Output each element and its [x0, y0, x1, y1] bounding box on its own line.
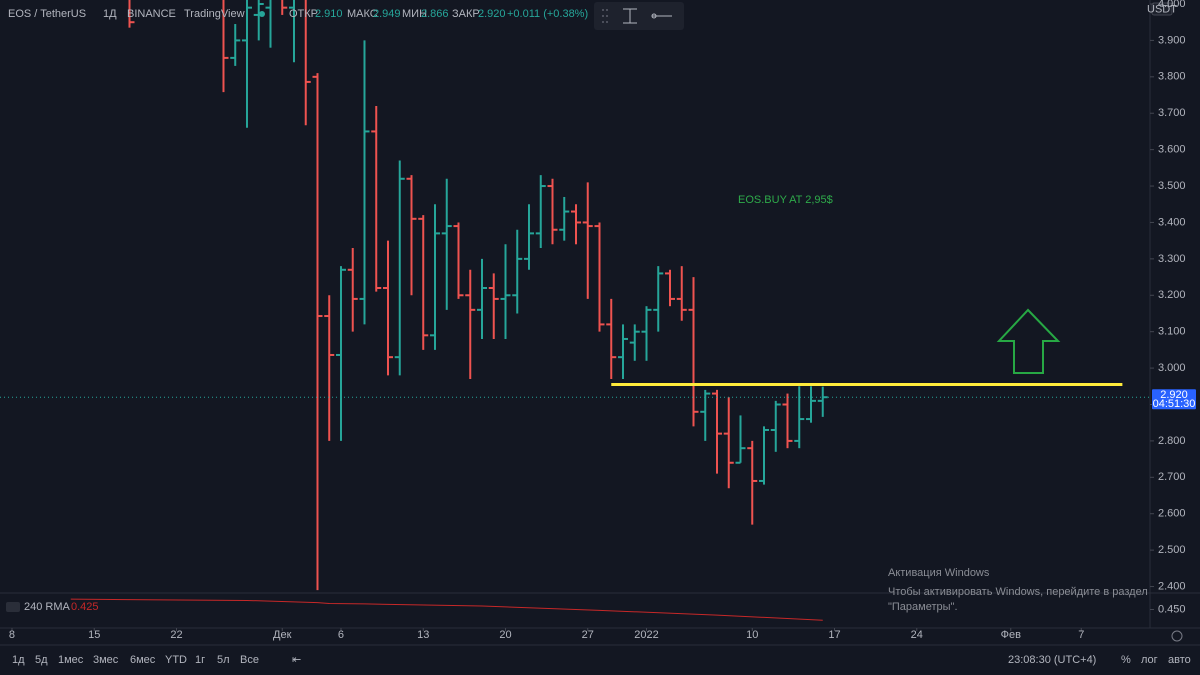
x-tick-label: 27 — [582, 629, 594, 641]
low-label: МИН — [402, 8, 427, 20]
annotation: EOS.BUY AT 2,95$ — [738, 194, 833, 206]
symbol: EOS / TetherUS — [8, 8, 86, 20]
y-tick-label: 3.800 — [1158, 71, 1186, 83]
x-tick-label: 15 — [88, 629, 100, 641]
x-tick-label: 6 — [338, 629, 344, 641]
exchange: BINANCE — [127, 8, 176, 20]
x-tick-label: 22 — [170, 629, 182, 641]
y-tick-label: 3.400 — [1158, 216, 1186, 228]
plot-area — [128, 0, 828, 591]
close-label: ЗАКР — [452, 8, 480, 20]
currency: USDT — [1147, 3, 1177, 15]
last-price-label: 2.920 — [1160, 389, 1188, 401]
up-arrow-drawing — [996, 308, 1061, 374]
y-tick-label: 3.500 — [1158, 180, 1186, 192]
measure-icon[interactable] — [623, 8, 637, 24]
clock: 23:08:30 (UTC+4) — [1008, 654, 1096, 666]
y-tick-label: 0.450 — [1158, 603, 1186, 615]
drag-handle — [602, 9, 608, 23]
timeframe-button[interactable]: 5д — [35, 654, 48, 666]
open-value: 2.910 — [315, 8, 343, 20]
indicator-icon — [6, 602, 20, 612]
status-dot — [259, 11, 265, 17]
x-tick-label: Дек — [273, 629, 292, 641]
x-tick-label: Фев — [1001, 629, 1021, 641]
y-tick-label: 3.700 — [1158, 107, 1186, 119]
currency-box — [1151, 2, 1173, 16]
y-tick-label: 2.400 — [1158, 580, 1186, 592]
watermark-line: "Параметры". — [888, 601, 958, 613]
y-tick-label: 3.000 — [1158, 362, 1186, 374]
last-price-box — [1152, 389, 1196, 410]
x-tick-label: 7 — [1078, 629, 1084, 641]
indicator-name: 240 RMA — [24, 601, 71, 613]
source: TradingView — [184, 8, 245, 20]
timeframe-button[interactable]: YTD — [165, 654, 187, 666]
y-tick-label: 3.100 — [1158, 326, 1186, 338]
x-tick-label: 20 — [499, 629, 511, 641]
y-tick-label: 2.600 — [1158, 508, 1186, 520]
interval: 1Д — [103, 8, 117, 20]
timeframe-button[interactable]: 1д — [12, 654, 25, 666]
open-label: ОТКР — [289, 8, 318, 20]
y-tick-label: 3.900 — [1158, 34, 1186, 46]
percent-toggle[interactable]: % — [1121, 654, 1131, 666]
x-tick-label: 24 — [911, 629, 923, 641]
calendar-icon[interactable]: ⇤ — [292, 654, 301, 666]
x-tick-label: 8 — [9, 629, 15, 641]
auto-toggle[interactable]: авто — [1168, 654, 1191, 666]
settings-icon[interactable] — [1171, 630, 1183, 642]
timeframe-button[interactable]: 3мес — [93, 654, 119, 666]
rma-line — [70, 598, 823, 621]
change: +0.011 (+0.38%) — [507, 8, 588, 20]
y-tick-label: 2.800 — [1158, 435, 1186, 447]
x-tick-label: 2022 — [634, 629, 658, 641]
y-tick-label: 3.200 — [1158, 289, 1186, 301]
y-tick-label: 2.500 — [1158, 544, 1186, 556]
y-tick-label: 4.000 — [1158, 0, 1186, 10]
low-value: 2.866 — [421, 8, 449, 20]
timeframe-button[interactable]: 1мес — [58, 654, 84, 666]
y-tick-label: 3.300 — [1158, 253, 1186, 265]
x-tick-label: 10 — [746, 629, 758, 641]
y-tick-label: 2.700 — [1158, 471, 1186, 483]
log-toggle[interactable]: лог — [1141, 654, 1158, 666]
x-tick-label: 13 — [417, 629, 429, 641]
high-value: 2.949 — [373, 8, 401, 20]
close-value: 2.920 — [478, 8, 506, 20]
watermark-title: Активация Windows — [888, 567, 990, 579]
y-tick-label: 3.600 — [1158, 144, 1186, 156]
countdown: 04:51:30 — [1153, 398, 1196, 410]
indicator-value: 0.425 — [71, 601, 99, 613]
drawing-toolbar[interactable] — [594, 2, 684, 30]
timeframe-button[interactable]: 6мес — [130, 654, 156, 666]
timeframe-button[interactable]: Все — [240, 654, 259, 666]
x-tick-label: 17 — [828, 629, 840, 641]
timeframe-button[interactable]: 1г — [195, 654, 205, 666]
line-icon-dot — [651, 13, 657, 19]
timeframe-button[interactable]: 5л — [217, 654, 230, 666]
watermark-line: Чтобы активировать Windows, перейдите в … — [888, 586, 1148, 598]
high-label: МАКС — [347, 8, 378, 20]
